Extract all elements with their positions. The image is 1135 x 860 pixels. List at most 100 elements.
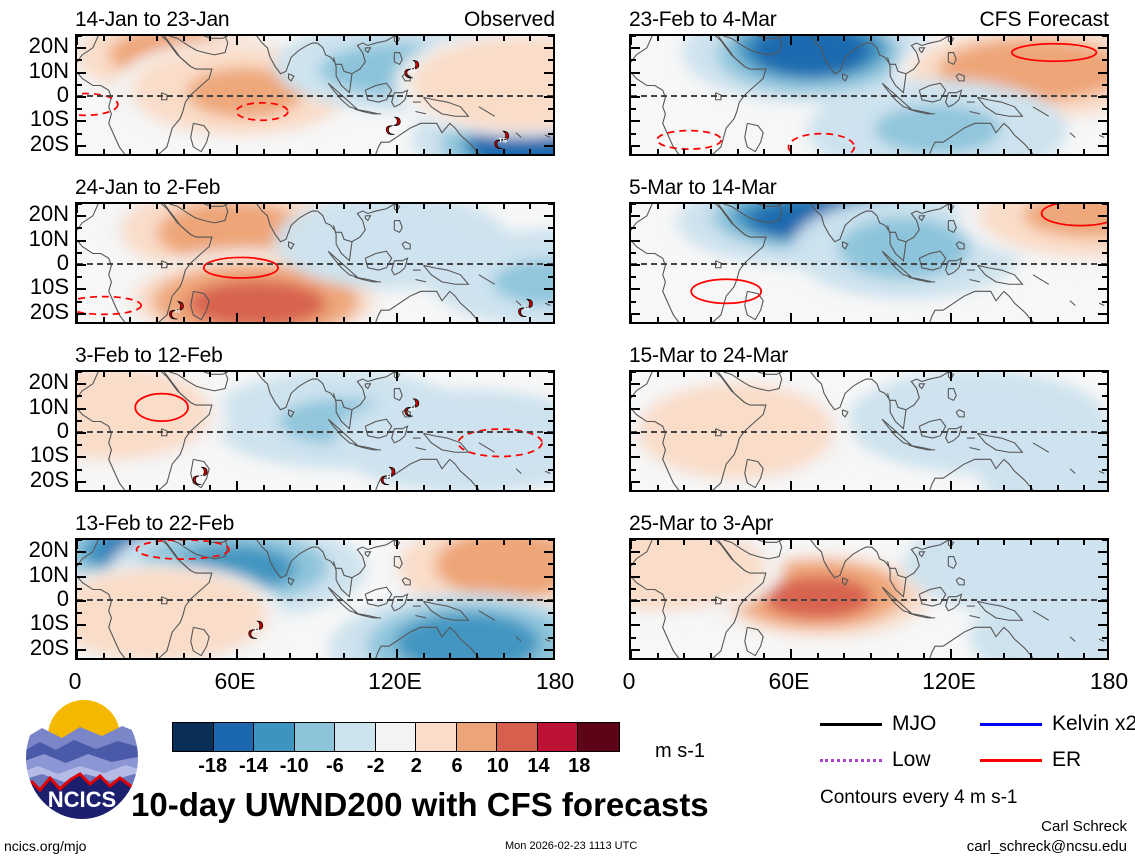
x-tick bbox=[502, 372, 505, 377]
x-tick bbox=[816, 317, 819, 322]
x-axis-label: 180 bbox=[535, 668, 575, 694]
colorbar-units-label: m s-1 bbox=[655, 740, 705, 762]
x-tick bbox=[631, 372, 632, 381]
x-tick bbox=[950, 313, 952, 322]
equator-line bbox=[77, 95, 553, 97]
y-tick bbox=[631, 468, 636, 471]
y-axis-label: 10N bbox=[28, 225, 69, 251]
svg-text:H: H bbox=[524, 306, 529, 313]
y-tick bbox=[548, 36, 553, 37]
x-tick bbox=[763, 372, 766, 377]
x-tick bbox=[262, 204, 265, 209]
y-tick bbox=[631, 108, 636, 111]
y-tick bbox=[544, 648, 553, 651]
equator-line bbox=[631, 95, 1107, 97]
x-tick bbox=[950, 649, 952, 658]
colorbar-swatch bbox=[416, 723, 457, 751]
ncics-logo-graphic: NCICS bbox=[24, 695, 140, 821]
y-tick bbox=[77, 71, 86, 74]
y-tick bbox=[631, 419, 636, 422]
x-tick bbox=[316, 149, 318, 154]
y-tick bbox=[548, 59, 553, 62]
x-tick bbox=[1030, 653, 1032, 658]
x-tick bbox=[1083, 317, 1086, 322]
x-tick bbox=[1056, 36, 1059, 41]
x-tick bbox=[369, 149, 372, 154]
colorbar-swatch bbox=[456, 723, 498, 751]
x-tick bbox=[1003, 36, 1006, 41]
x-tick bbox=[529, 485, 532, 490]
site-url: ncics.org/mjo bbox=[4, 838, 87, 854]
map-content: H bbox=[77, 540, 553, 658]
colorbar-tick: -2 bbox=[366, 755, 385, 777]
y-tick bbox=[631, 36, 636, 37]
x-tick bbox=[529, 149, 532, 154]
anomaly-blobs bbox=[77, 372, 553, 490]
colorbar-tick: 18 bbox=[568, 755, 591, 777]
y-tick bbox=[631, 227, 636, 230]
colorbar-strip bbox=[172, 722, 620, 752]
y-tick bbox=[77, 480, 86, 483]
svg-text:H: H bbox=[387, 474, 392, 481]
y-tick bbox=[631, 551, 640, 554]
x-tick bbox=[476, 485, 478, 490]
column-header-label: CFS Forecast bbox=[979, 8, 1109, 31]
map-plot-area bbox=[629, 538, 1109, 660]
x-tick bbox=[976, 372, 979, 377]
x-tick bbox=[1056, 540, 1059, 545]
x-tick bbox=[631, 481, 632, 490]
x-tick bbox=[156, 540, 158, 545]
y-tick bbox=[77, 612, 82, 615]
x-tick bbox=[1030, 149, 1032, 154]
x-tick bbox=[656, 540, 659, 545]
map-plot-area bbox=[629, 202, 1109, 324]
x-tick bbox=[342, 204, 345, 209]
x-tick bbox=[502, 653, 505, 658]
y-tick bbox=[77, 624, 86, 627]
panel-title: 25-Mar to 3-Apr bbox=[629, 512, 774, 535]
x-tick bbox=[422, 317, 425, 322]
svg-text:H: H bbox=[175, 308, 180, 315]
y-tick bbox=[544, 312, 553, 315]
storm-symbol-h: H bbox=[404, 59, 420, 79]
x-tick bbox=[710, 653, 712, 658]
y-tick bbox=[544, 456, 553, 459]
x-tick bbox=[1056, 149, 1059, 154]
y-tick bbox=[544, 480, 553, 483]
colorbar-tick: 10 bbox=[486, 755, 509, 777]
x-tick bbox=[843, 653, 846, 658]
y-tick bbox=[631, 456, 640, 459]
y-tick bbox=[631, 264, 640, 266]
y-tick bbox=[544, 288, 553, 291]
x-tick bbox=[631, 145, 632, 154]
anomaly-blobs bbox=[676, 204, 1107, 300]
y-tick bbox=[544, 215, 553, 218]
x-tick bbox=[896, 149, 899, 154]
y-tick bbox=[1102, 300, 1107, 303]
x-tick bbox=[422, 485, 425, 490]
y-tick bbox=[631, 480, 640, 483]
y-tick bbox=[77, 468, 82, 471]
x-tick bbox=[683, 540, 686, 545]
x-tick bbox=[843, 540, 846, 545]
x-tick bbox=[369, 36, 372, 41]
x-tick bbox=[209, 317, 212, 322]
legend-item-er: ER bbox=[980, 748, 1081, 772]
y-tick bbox=[77, 96, 86, 98]
y-tick bbox=[77, 419, 82, 422]
x-tick bbox=[156, 372, 158, 377]
y-tick bbox=[548, 300, 553, 303]
x-tick bbox=[396, 145, 398, 154]
x-tick bbox=[289, 372, 292, 377]
map-content: H H H bbox=[77, 372, 553, 490]
map-plot-area: H H H bbox=[75, 370, 555, 492]
x-tick bbox=[790, 481, 792, 490]
y-tick bbox=[1102, 227, 1107, 230]
svg-text:TS: TS bbox=[498, 138, 507, 145]
x-axis-label: 0 bbox=[622, 668, 636, 694]
x-tick bbox=[923, 149, 926, 154]
y-tick bbox=[631, 648, 640, 651]
x-tick bbox=[102, 149, 105, 154]
x-tick bbox=[763, 653, 766, 658]
y-tick bbox=[631, 300, 636, 303]
